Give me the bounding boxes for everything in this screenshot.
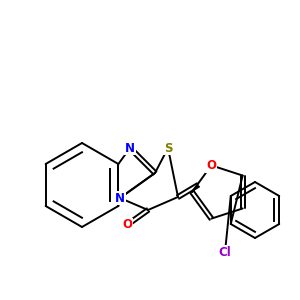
Text: N: N [115, 191, 125, 205]
Text: Cl: Cl [219, 245, 231, 259]
Text: O: O [122, 218, 132, 232]
Text: N: N [125, 142, 135, 154]
Text: S: S [164, 142, 172, 154]
Text: O: O [206, 159, 216, 172]
